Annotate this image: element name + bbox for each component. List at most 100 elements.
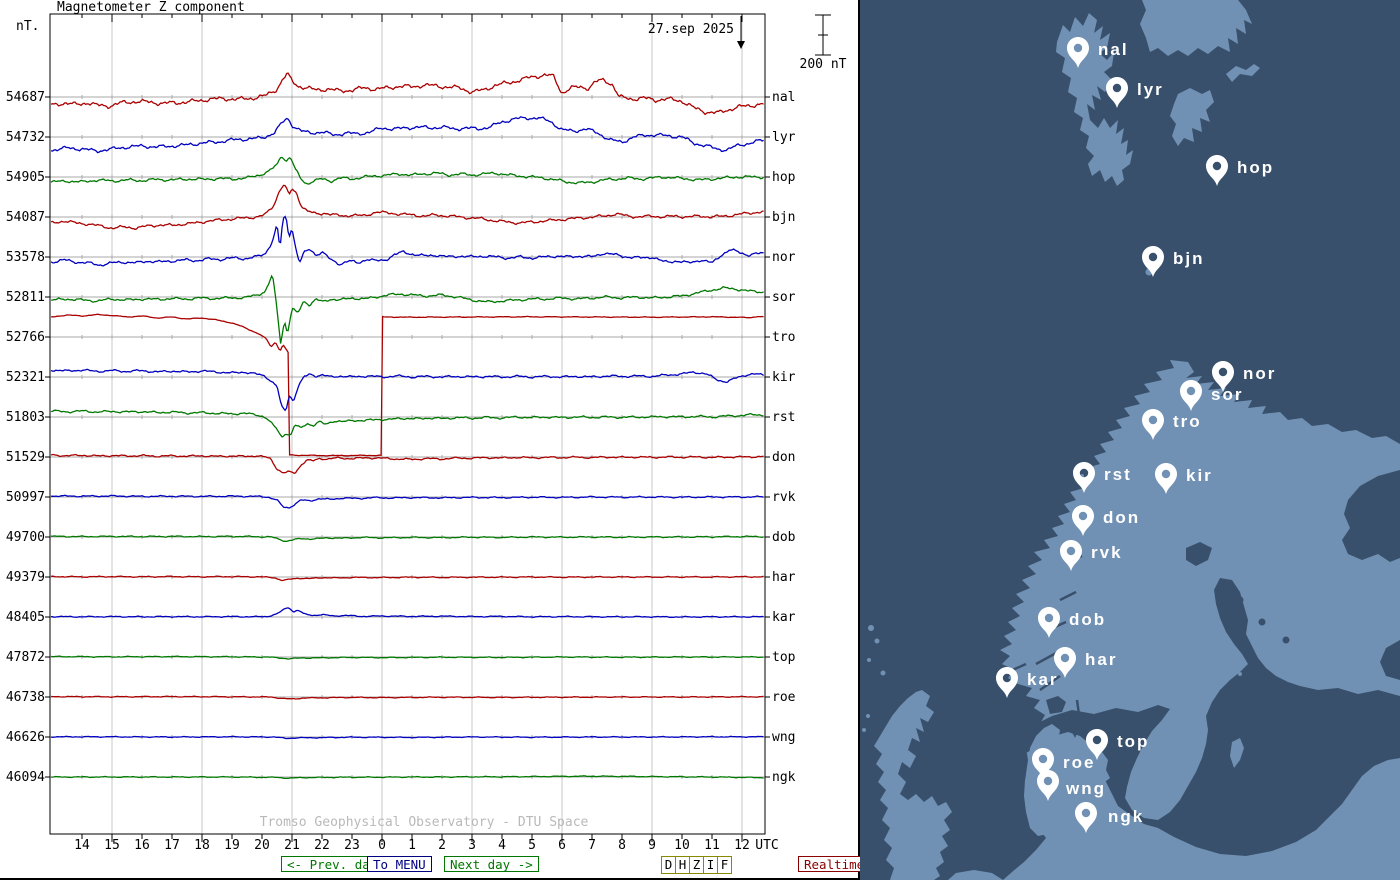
- next-day-button[interactable]: Next day ->: [444, 856, 539, 872]
- hour-label-16: 16: [134, 838, 150, 853]
- map-island-speck: [867, 658, 871, 662]
- prev-day-button[interactable]: <- Prev. day: [281, 856, 384, 872]
- map-pin-label-tro: tro: [1173, 412, 1202, 431]
- hour-label-22: 22: [314, 838, 330, 853]
- pin-icon: [1086, 729, 1108, 760]
- trace-kar: [51, 607, 764, 619]
- map-land-britain: [874, 690, 952, 880]
- map-pin-label-roe: roe: [1063, 753, 1095, 772]
- map-land-nordaustlandet: [1140, 0, 1252, 56]
- map-pin-nor: nor: [1212, 361, 1276, 392]
- component-i-button[interactable]: I: [703, 857, 717, 873]
- pin-icon: [1075, 802, 1097, 833]
- trace-roe: [51, 695, 764, 700]
- map-pin-sor: sor: [1180, 380, 1241, 411]
- hour-label-9: 9: [648, 838, 656, 853]
- component-selector: D H Z I F: [661, 856, 732, 874]
- pin-icon: [1072, 505, 1094, 536]
- trace-hop: [50, 156, 764, 185]
- y-label-hop: 54905: [6, 170, 45, 185]
- hour-label-18: 18: [194, 838, 210, 853]
- pin-icon: [1155, 463, 1177, 494]
- station-label-tro: tro: [772, 330, 795, 345]
- hour-label-5: 5: [528, 838, 536, 853]
- y-label-lyr: 54732: [6, 130, 45, 145]
- map-pin-kir: kir: [1155, 463, 1211, 494]
- y-label-nor: 53578: [6, 250, 45, 265]
- component-h-button[interactable]: H: [675, 857, 689, 873]
- y-label-rst: 51803: [6, 410, 45, 425]
- map-land-kvitoya: [1226, 64, 1260, 82]
- map-island-speck: [866, 714, 870, 718]
- map-land-continent-sliver: [948, 870, 1003, 880]
- map-pin-kar: kar: [996, 667, 1057, 698]
- y-label-top: 47872: [6, 650, 45, 665]
- map-pin-label-rvk: rvk: [1091, 543, 1123, 562]
- trace-wng: [51, 735, 764, 740]
- map-sea-overlays: [1007, 470, 1400, 856]
- station-label-nor: nor: [772, 250, 796, 265]
- map-pin-rvk: rvk: [1060, 540, 1123, 571]
- map-pin-hop: hop: [1206, 155, 1272, 186]
- to-menu-button[interactable]: To MENU: [367, 856, 432, 872]
- hour-label-17: 17: [164, 838, 180, 853]
- hour-label-8: 8: [618, 838, 626, 853]
- station-label-hop: hop: [772, 170, 796, 185]
- realtime-button[interactable]: Realtime: [798, 856, 871, 872]
- map-island-speck: [880, 670, 886, 676]
- scale-bar: [815, 14, 831, 56]
- map-island-speck: [1229, 665, 1235, 671]
- map-lake-vanern: [1046, 696, 1066, 714]
- hour-label-0: 0: [378, 838, 386, 853]
- hour-label-20: 20: [254, 838, 270, 853]
- station-label-top: top: [772, 650, 796, 665]
- scale-label: 200 nT: [800, 57, 847, 72]
- pin-icon: [1142, 246, 1164, 277]
- hour-label-21: 21: [284, 838, 300, 853]
- map-pin-wng: wng: [1037, 770, 1106, 801]
- y-label-rvk: 50997: [6, 490, 45, 505]
- hour-label-1: 1: [408, 838, 416, 853]
- y-label-dob: 49700: [6, 530, 45, 545]
- y-axis-unit: nT.: [16, 19, 39, 34]
- y-label-roe: 46738: [6, 690, 45, 705]
- pin-icon: [1142, 409, 1164, 440]
- map-pin-label-wng: wng: [1065, 779, 1106, 798]
- map-pin-label-har: har: [1085, 650, 1117, 669]
- trace-dob: [51, 535, 764, 542]
- map-pin-label-nal: nal: [1098, 40, 1129, 59]
- station-label-dob: dob: [772, 530, 796, 545]
- now-arrow-head: [737, 41, 745, 49]
- pin-icon: [1032, 748, 1054, 779]
- y-label-sor: 52811: [6, 290, 45, 305]
- y-label-don: 51529: [6, 450, 45, 465]
- component-z-button[interactable]: Z: [689, 857, 703, 873]
- trace-lyr: [50, 116, 764, 154]
- station-label-bjn: bjn: [772, 210, 795, 225]
- pin-icon: [1106, 77, 1128, 108]
- pin-icon: [1067, 37, 1089, 68]
- map-pin-ngk: ngk: [1075, 802, 1142, 833]
- component-f-button[interactable]: F: [717, 857, 731, 873]
- trace-nal: [50, 72, 764, 116]
- y-label-tro: 52766: [6, 330, 45, 345]
- trace-top: [50, 655, 764, 660]
- map-lake-speck: [1258, 618, 1266, 626]
- trace-sor: [51, 274, 764, 344]
- map-pin-har: har: [1054, 647, 1117, 678]
- map-pin-label-dob: dob: [1069, 610, 1106, 629]
- station-map-panel: nal lyr hop bjn nor sor tro kir rst don rvk dob har k…: [860, 0, 1400, 880]
- map-lake-vattern: [1070, 712, 1080, 738]
- map-pin-label-nor: nor: [1243, 364, 1276, 383]
- trace-ngk: [51, 775, 764, 780]
- controls-bar: <- Prev. day To MENU Next day -> D H Z I…: [0, 856, 871, 876]
- pin-icon: [1212, 361, 1234, 392]
- trace-tro: [51, 313, 764, 457]
- map-pin-tro: tro: [1142, 409, 1202, 440]
- component-d-button[interactable]: D: [664, 857, 673, 872]
- date-label: 27.sep 2025: [648, 22, 734, 37]
- station-label-wng: wng: [772, 730, 795, 745]
- map-pin-top: top: [1086, 729, 1147, 760]
